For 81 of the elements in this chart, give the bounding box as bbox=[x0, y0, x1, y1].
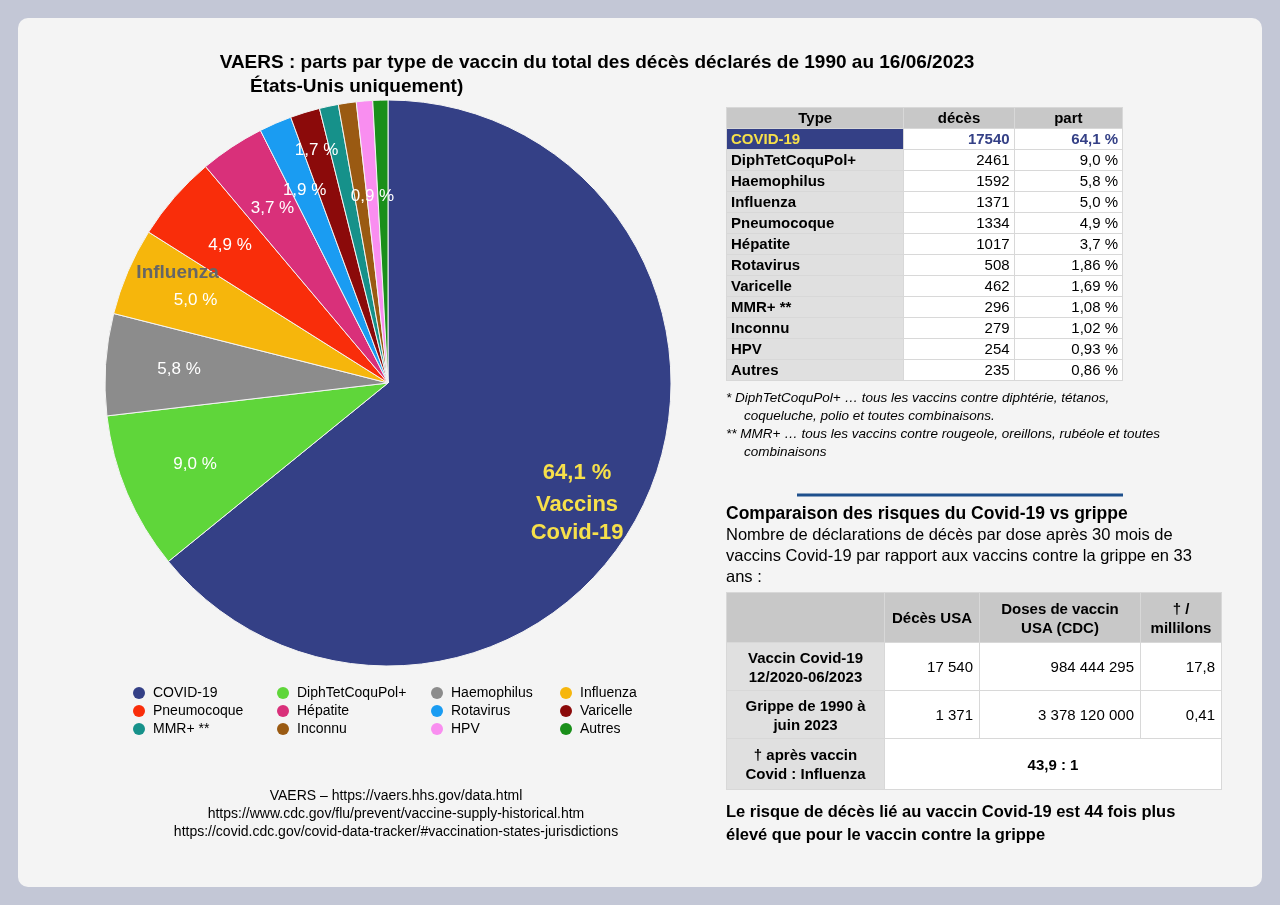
text: https://www.cdc.gov/flu/prevent/vaccine-supply-historical.htm bbox=[207, 805, 585, 821]
text: 1,69 % bbox=[1014, 275, 1123, 297]
text: † après vaccin Covid : Influenza bbox=[726, 738, 885, 790]
category-label: COVID-19 bbox=[726, 128, 904, 150]
text: ** MMR+ … tous les vaccins contre rougeole, oreillons, rubéole et toutes combinaisons bbox=[726, 425, 1162, 461]
category-label: MMR+ ** bbox=[726, 296, 904, 318]
legend-label: MMR+ ** bbox=[153, 719, 210, 736]
category-label: DiphTetCoquPol+ bbox=[726, 149, 904, 171]
text: † / millilons bbox=[1140, 592, 1222, 643]
data-label: 4,9 % bbox=[208, 234, 252, 254]
category-label: Pneumocoque bbox=[726, 212, 904, 234]
data-label: 254 bbox=[903, 338, 1015, 360]
data-label: 17540 bbox=[903, 128, 1015, 150]
chart-subtitle: États-Unis uniquement) bbox=[250, 75, 464, 96]
text: Le risque de décès lié au vaccin Covid-19 est 44 fois plus élevé que pour le vaccin contre la grippe bbox=[726, 801, 1177, 845]
text: 4,9 % bbox=[1014, 212, 1123, 234]
text: 17 540 bbox=[884, 642, 980, 691]
text: Nombre de déclarations de décès par dose après 30 mois de vaccins Covid-19 par rapport aux vaccins contre la grippe en 33 ans : bbox=[726, 524, 1193, 587]
legend-label: Haemophilus bbox=[451, 683, 533, 700]
data-label: 2461 bbox=[903, 149, 1015, 171]
data-label: 1371 bbox=[903, 191, 1015, 213]
legend-label: Pneumocoque bbox=[153, 701, 244, 718]
legend-label: Autres bbox=[580, 719, 621, 736]
text: 64,1 % bbox=[1014, 128, 1123, 150]
legend-label: Varicelle bbox=[580, 701, 633, 718]
text: Comparaison des risques du Covid-19 vs grippe bbox=[726, 503, 1129, 524]
text: * DiphTetCoquPol+ … tous les vaccins contre diphtérie, tétanos, coqueluche, polio et toutes combinaisons. bbox=[726, 389, 1111, 425]
data-label: 279 bbox=[903, 317, 1015, 339]
data-label: 1592 bbox=[903, 170, 1015, 192]
data-label: 1017 bbox=[903, 233, 1015, 255]
text: Vaccins Covid-19 bbox=[530, 490, 624, 544]
text: 0,93 % bbox=[1014, 338, 1123, 360]
text: 0,86 % bbox=[1014, 359, 1123, 381]
data-label: 462 bbox=[903, 275, 1015, 297]
data-label: 5,8 % bbox=[157, 358, 201, 378]
text: Décès USA bbox=[884, 592, 980, 643]
text: 43,9 : 1 bbox=[884, 738, 1222, 790]
text: 984 444 295 bbox=[979, 642, 1141, 691]
text: 1,86 % bbox=[1014, 254, 1123, 276]
text: 5,8 % bbox=[1014, 170, 1123, 192]
text: VAERS – https://vaers.hhs.gov/data.html bbox=[269, 787, 523, 803]
chart-title: VAERS : parts par type de vaccin du total des décès déclarés de 1990 au 16/06/2023 bbox=[219, 51, 975, 72]
category-label: Autres bbox=[726, 359, 904, 381]
text: 0,41 bbox=[1140, 690, 1222, 739]
text: 9,0 % bbox=[1014, 149, 1123, 171]
text: 17,8 bbox=[1140, 642, 1222, 691]
legend-label: DiphTetCoquPol+ bbox=[297, 683, 407, 700]
legend-label: Rotavirus bbox=[451, 701, 511, 718]
data-label: 296 bbox=[903, 296, 1015, 318]
data-label: 1334 bbox=[903, 212, 1015, 234]
legend-label: COVID-19 bbox=[153, 683, 218, 700]
category-label: Influenza bbox=[726, 191, 904, 213]
data-label: 64,1 % bbox=[542, 458, 612, 484]
legend-label: Inconnu bbox=[297, 719, 347, 736]
legend-label: HPV bbox=[451, 719, 481, 736]
text: 1,02 % bbox=[1014, 317, 1123, 339]
legend-label: Influenza bbox=[580, 683, 638, 700]
text: 3,7 % bbox=[1014, 233, 1123, 255]
category-label: Rotavirus bbox=[726, 254, 904, 276]
text: Vaccin Covid-19 12/2020-06/2023 bbox=[726, 642, 885, 691]
text: Type bbox=[726, 107, 904, 129]
category-label: Varicelle bbox=[726, 275, 904, 297]
data-label: 3,7 % bbox=[250, 197, 295, 217]
text: 1 371 bbox=[884, 690, 980, 739]
data-label: 235 bbox=[903, 359, 1015, 381]
data-label: 5,0 % bbox=[173, 289, 218, 309]
text: décès bbox=[903, 107, 1015, 129]
legend-label: Hépatite bbox=[297, 701, 350, 718]
text: Doses de vaccin USA (CDC) bbox=[979, 592, 1141, 643]
text: 1,08 % bbox=[1014, 296, 1123, 318]
category-label: HPV bbox=[726, 338, 904, 360]
data-label: 9,0 % bbox=[173, 453, 217, 473]
text: 5,0 % bbox=[1014, 191, 1123, 213]
text: Grippe de 1990 à juin 2023 bbox=[726, 690, 885, 739]
text: part bbox=[1014, 107, 1123, 129]
data-label: 508 bbox=[903, 254, 1015, 276]
text: 3 378 120 000 bbox=[979, 690, 1141, 739]
category-label: Inconnu bbox=[726, 317, 904, 339]
category-label: Haemophilus bbox=[726, 170, 904, 192]
text: https://covid.cdc.gov/covid-data-tracker/#vaccination-states-jurisdictions bbox=[173, 823, 619, 839]
category-label: Hépatite bbox=[726, 233, 904, 255]
